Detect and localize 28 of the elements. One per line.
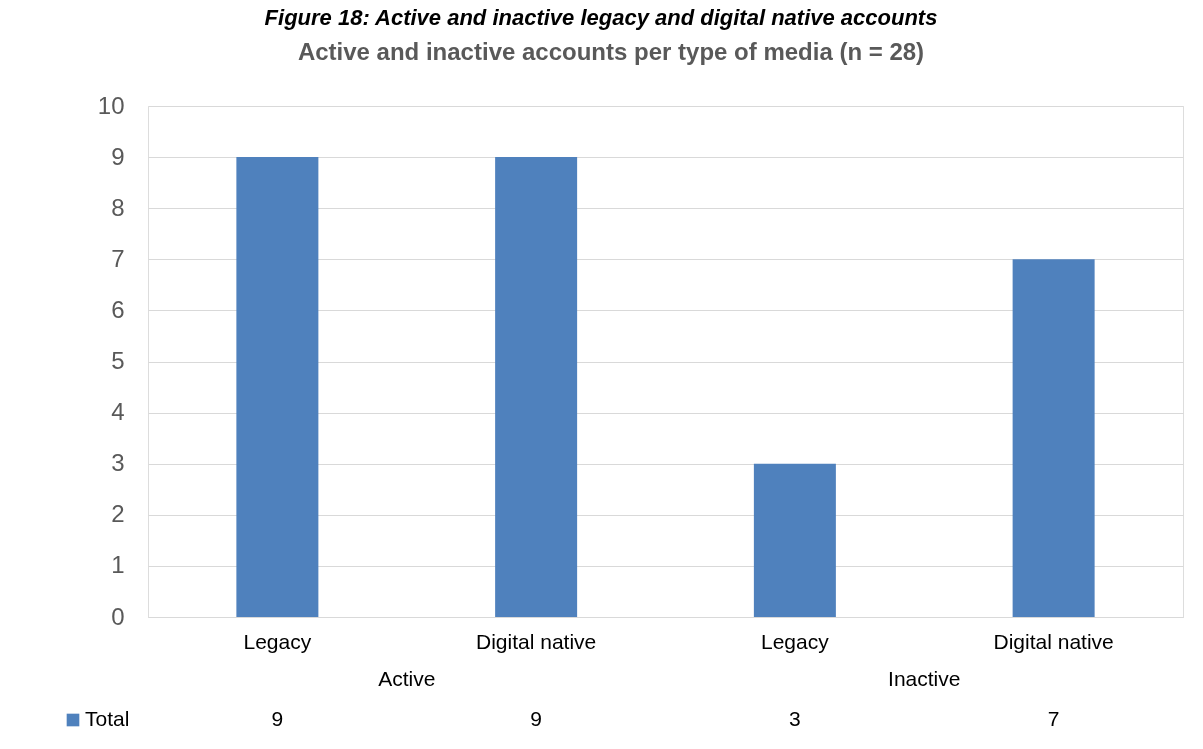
legend-label: Total xyxy=(85,707,130,730)
text: Inactive xyxy=(888,667,961,690)
x-tick-label: Digital native xyxy=(476,629,597,653)
chart-title: Active and inactive accounts per type of media (n = 28) xyxy=(297,38,925,65)
y-tick-label: 9 xyxy=(111,142,125,170)
bar xyxy=(495,157,578,617)
y-tick-label: 3 xyxy=(111,449,125,477)
data-label: 9 xyxy=(530,707,542,730)
caption: Figure 18: Active and inactive legacy and digital native accounts xyxy=(264,5,938,30)
bar xyxy=(1012,259,1095,617)
bar xyxy=(753,463,836,617)
data-label: 3 xyxy=(789,707,801,730)
x-tick-label: Digital native xyxy=(993,629,1114,653)
data-label: 9 xyxy=(271,707,284,730)
y-tick-label: 2 xyxy=(111,500,125,528)
bar xyxy=(236,157,319,617)
y-tick-label: 7 xyxy=(111,244,125,272)
y-tick-label: 0 xyxy=(111,602,125,630)
y-tick-label: 6 xyxy=(111,295,125,323)
y-tick-label: 4 xyxy=(111,398,125,426)
x-tick-label: Legacy xyxy=(243,629,312,653)
y-tick-label: 5 xyxy=(111,347,125,374)
text: Active xyxy=(378,667,436,690)
y-tick-label: 1 xyxy=(111,551,125,579)
y-tick-label: 8 xyxy=(111,193,125,221)
data-label: 7 xyxy=(1047,707,1060,730)
x-tick-label: Legacy xyxy=(761,629,830,653)
y-tick-label: 10 xyxy=(97,91,125,119)
